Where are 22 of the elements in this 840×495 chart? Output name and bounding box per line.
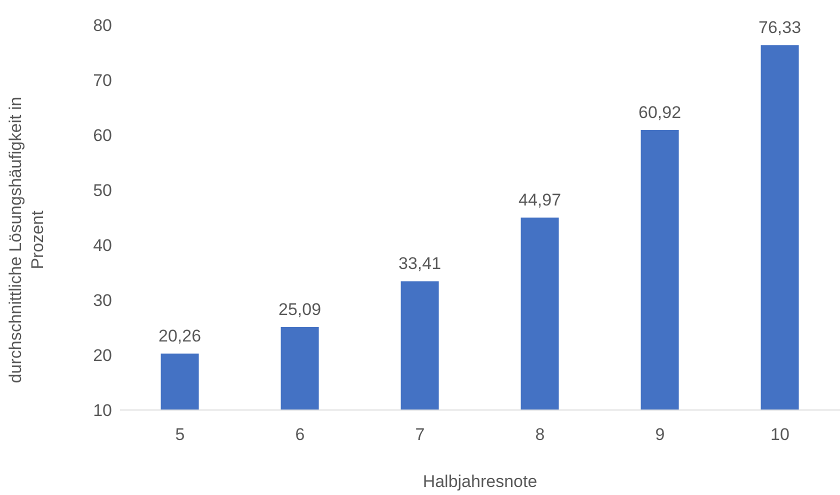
y-tick-label: 50 — [93, 181, 112, 200]
x-tick-label: 9 — [655, 425, 665, 444]
y-tick-label: 10 — [93, 401, 112, 420]
data-label: 44,97 — [518, 190, 562, 210]
data-label: 33,41 — [398, 254, 442, 274]
y-tick-label: 60 — [93, 126, 112, 146]
x-tick-label: 6 — [295, 425, 305, 444]
y-tick-label: 20 — [93, 346, 112, 366]
y-tick-label: 40 — [93, 236, 112, 256]
data-label: 76,33 — [758, 18, 802, 38]
x-tick-label: 7 — [415, 425, 425, 444]
x-axis-title: Halbjahresnote — [422, 472, 538, 491]
y-tick-label: 70 — [93, 71, 112, 90]
y-tick-label: 30 — [93, 291, 112, 310]
data-label: 60,92 — [638, 102, 682, 122]
x-tick-label: 5 — [175, 425, 185, 444]
y-tick-label: 80 — [93, 16, 112, 36]
data-label: 25,09 — [278, 300, 322, 320]
y-axis-title: durchschnittliche Lösungshäufigkeit in Prozent — [5, 96, 48, 386]
x-tick-label: 8 — [535, 425, 545, 444]
data-label: 20,26 — [158, 326, 202, 346]
x-tick-label: 10 — [770, 425, 790, 444]
